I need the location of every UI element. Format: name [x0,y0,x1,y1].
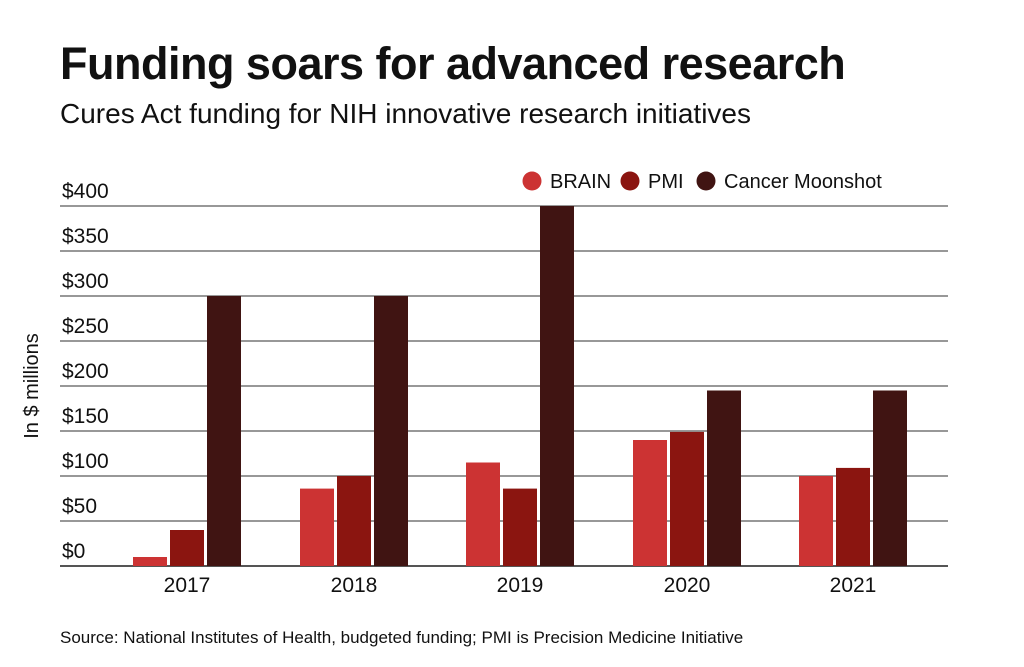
bar-cancer-moonshot-2021 [873,390,907,566]
bar-brain-2017 [133,557,167,566]
x-tick-label: 2020 [664,574,711,597]
bar-brain-2019 [466,462,500,566]
bar-pmi-2017 [170,530,204,566]
bar-pmi-2020 [670,431,704,566]
y-tick-label: $50 [62,495,97,518]
bar-pmi-2019 [503,488,537,566]
y-tick-label: $400 [62,180,109,203]
y-tick-label: $200 [62,360,109,383]
bar-cancer-moonshot-2017 [207,296,241,566]
bar-pmi-2018 [337,476,371,566]
bar-cancer-moonshot-2020 [707,390,741,566]
x-tick-label: 2021 [830,574,877,597]
y-tick-label: $350 [62,225,109,248]
bar-cancer-moonshot-2018 [374,296,408,566]
legend-label: Cancer Moonshot [724,171,882,193]
legend-marker [522,171,542,191]
x-tick-label: 2019 [497,574,544,597]
y-tick-label: $300 [62,270,109,293]
chart-title: Funding soars for advanced research [60,38,846,89]
source-note: Source: National Institutes of Health, b… [60,628,744,647]
legend-label: BRAIN [550,171,611,193]
legend-marker [620,171,640,191]
x-tick-label: 2018 [331,574,378,597]
bar-pmi-2021 [836,467,870,566]
legend-marker [696,171,716,191]
bar-brain-2020 [633,440,667,566]
bar-brain-2018 [300,488,334,566]
legend-label: PMI [648,171,684,193]
bar-brain-2021 [799,476,833,566]
y-tick-label: $0 [62,540,85,563]
y-tick-label: $250 [62,315,109,338]
x-tick-label: 2017 [164,574,211,597]
y-tick-label: $100 [62,450,109,473]
y-axis-label: In $ millions [21,333,43,439]
chart-subtitle: Cures Act funding for NIH innovative res… [60,98,751,129]
y-tick-label: $150 [62,405,109,428]
bar-cancer-moonshot-2019 [540,206,574,566]
